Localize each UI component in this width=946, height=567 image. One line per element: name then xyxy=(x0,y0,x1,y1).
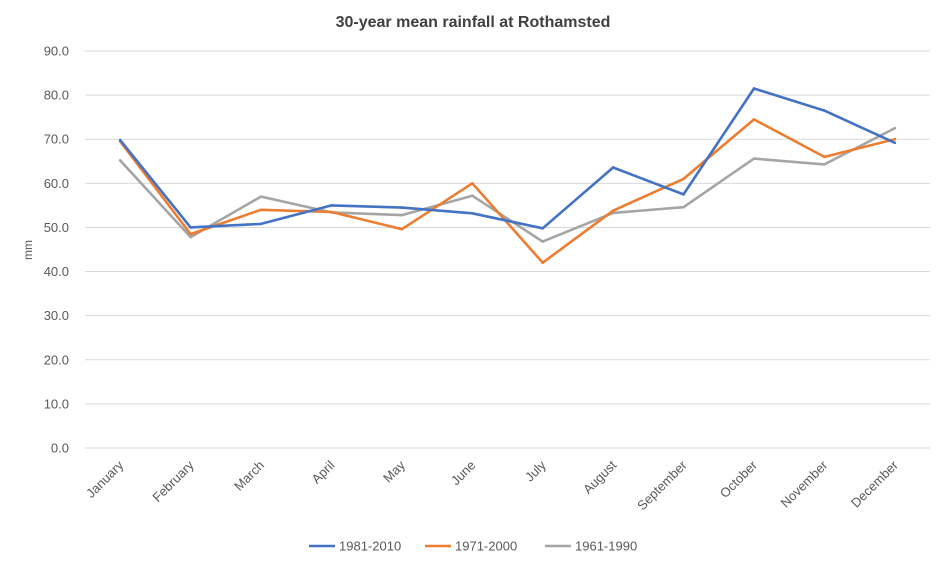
data-point xyxy=(118,159,122,162)
y-axis-ticks: 0.0 10.0 20.0 30.0 40.0 50.0 60.0 70.0 80.0 90.0 xyxy=(44,44,69,456)
data-point xyxy=(752,118,756,121)
y-tick-label: 30.0 xyxy=(44,308,69,323)
y-tick-label: 40.0 xyxy=(44,264,69,279)
y-tick-label: 50.0 xyxy=(44,220,69,235)
y-tick-label: 60.0 xyxy=(44,176,69,191)
data-point xyxy=(259,222,263,226)
data-point xyxy=(259,195,263,198)
data-point xyxy=(752,157,756,160)
data-point xyxy=(189,226,192,229)
data-point xyxy=(400,227,404,231)
data-point xyxy=(189,232,192,236)
y-tick-label: 70.0 xyxy=(44,132,69,147)
legend-item: 1971-2000 xyxy=(425,539,517,554)
data-point xyxy=(682,193,685,196)
x-tick-label: March xyxy=(231,458,267,494)
x-axis-ticks: January February March April May June July Augu… xyxy=(83,457,901,513)
x-tick-label: August xyxy=(580,457,619,496)
y-tick-label: 90.0 xyxy=(44,44,69,59)
y-axis-label: mm xyxy=(21,240,35,260)
legend-label: 1981-2010 xyxy=(339,539,401,554)
data-point xyxy=(400,206,404,209)
legend-item: 1961-1990 xyxy=(545,539,637,554)
legend: 1981-2010 1971-2000 1961-1990 xyxy=(309,539,637,554)
data-point xyxy=(189,235,192,239)
gridlines xyxy=(85,50,930,449)
x-tick-label: September xyxy=(634,457,690,513)
series-line-1961-1990 xyxy=(118,126,897,243)
data-point xyxy=(682,205,685,209)
data-point xyxy=(611,209,615,212)
data-point xyxy=(259,208,263,212)
x-tick-label: January xyxy=(83,457,127,501)
legend-label: 1961-1990 xyxy=(575,539,637,554)
legend-item: 1981-2010 xyxy=(309,539,401,554)
x-tick-label: February xyxy=(149,457,197,505)
data-point xyxy=(823,109,826,112)
data-point xyxy=(470,212,474,215)
series-line-1981-2010 xyxy=(118,87,897,230)
data-point xyxy=(541,227,545,230)
x-tick-label: July xyxy=(522,457,549,484)
x-tick-label: April xyxy=(309,457,338,486)
data-point xyxy=(823,163,826,166)
data-point xyxy=(611,166,615,169)
data-point xyxy=(330,204,333,207)
data-point xyxy=(893,137,897,141)
y-tick-label: 80.0 xyxy=(44,88,69,103)
legend-label: 1971-2000 xyxy=(455,539,517,554)
data-point xyxy=(682,177,685,181)
data-point xyxy=(330,210,333,214)
series-lines xyxy=(118,87,897,265)
data-point xyxy=(470,182,474,185)
x-tick-label: December xyxy=(848,457,901,510)
data-point xyxy=(118,138,122,142)
y-tick-label: 10.0 xyxy=(44,396,69,411)
data-point xyxy=(470,194,474,197)
x-tick-label: May xyxy=(380,457,408,485)
y-tick-label: 20.0 xyxy=(44,352,69,367)
data-point xyxy=(893,141,897,145)
data-point xyxy=(400,213,404,217)
data-point xyxy=(893,126,897,130)
data-point xyxy=(752,87,756,90)
data-point xyxy=(823,155,826,159)
chart-title: 30-year mean rainfall at Rothamsted xyxy=(336,14,611,31)
x-tick-label: June xyxy=(448,458,479,489)
data-point xyxy=(541,240,545,243)
x-tick-label: October xyxy=(717,457,761,501)
x-tick-label: November xyxy=(777,457,830,510)
y-tick-label: 0.0 xyxy=(51,441,69,456)
data-point xyxy=(541,261,545,265)
series-line-1971-2000 xyxy=(118,118,897,265)
